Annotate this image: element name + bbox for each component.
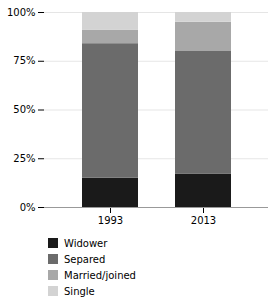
html-text:Separed: Separed (64, 253, 106, 265)
svg-text:50%: 50% (13, 104, 35, 115)
svg-text:100%: 100% (7, 7, 36, 18)
svg-text:1993: 1993 (98, 215, 123, 226)
svg-text:75%: 75% (13, 55, 35, 66)
svg-text:0%: 0% (20, 202, 36, 213)
svg-text:2013: 2013 (191, 215, 216, 226)
html-text:Widower: Widower (64, 237, 108, 249)
html-text:Married/joined: Married/joined (64, 269, 136, 281)
svg-text:25%: 25% (13, 153, 35, 164)
html-text:Single: Single (64, 285, 95, 297)
